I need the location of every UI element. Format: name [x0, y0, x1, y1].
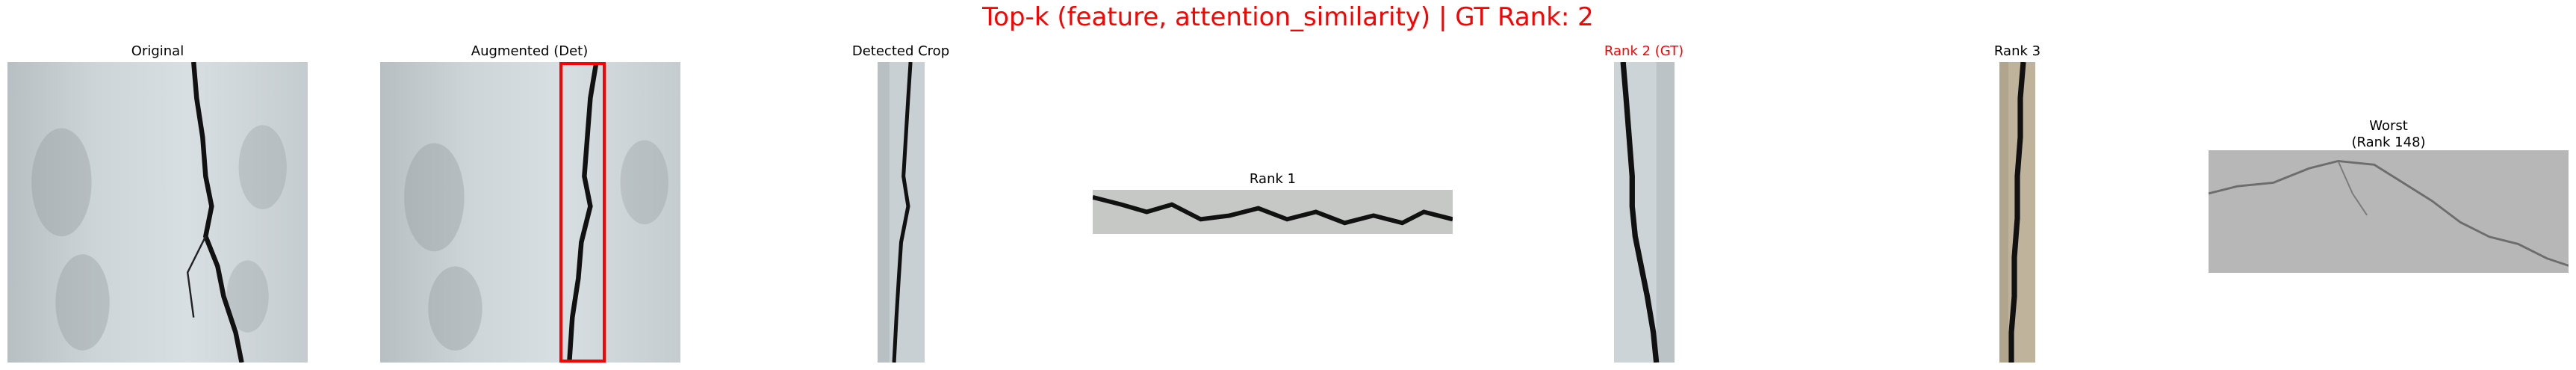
detected-title: Detected Crop: [851, 43, 950, 59]
rank1-image: [1093, 190, 1453, 234]
worst-image: [2209, 150, 2569, 273]
rank2-image: [1614, 62, 1675, 363]
augmented-title: Augmented (Det): [471, 43, 589, 59]
rank3-image: [1999, 62, 2035, 363]
rank3-title: Rank 3: [1993, 43, 2041, 59]
detected-crop-image: [878, 62, 925, 363]
worst-title: Worst (Rank 148): [2351, 118, 2425, 151]
worst-title-line2: (Rank 148): [2351, 135, 2426, 150]
original-title: Original: [131, 43, 184, 59]
rank1-title: Rank 1: [1249, 171, 1297, 187]
original-image: [7, 62, 308, 363]
rank2-title: Rank 2 (GT): [1604, 43, 1684, 59]
worst-title-line1: Worst: [2369, 118, 2408, 134]
detection-box: [559, 62, 606, 363]
figure-title: Top-k (feature, attention_similarity) | …: [982, 2, 1594, 32]
augmented-image: [380, 62, 680, 363]
